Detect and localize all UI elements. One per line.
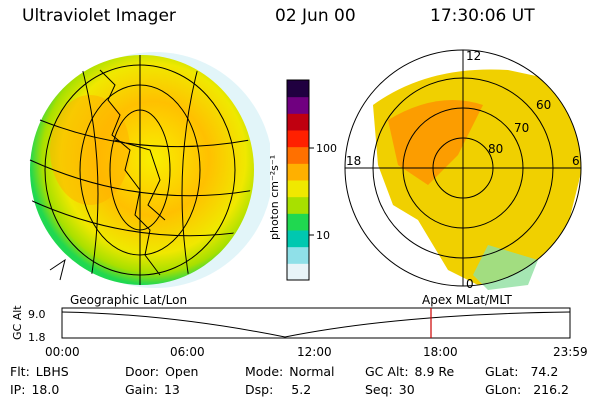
- colorbar-band: [287, 113, 309, 131]
- colorbar-tick-10: 10: [316, 229, 330, 242]
- date-label: 02 Jun 00: [275, 6, 356, 26]
- mlat-label-80: 80: [488, 142, 503, 156]
- apex-coord-label: Apex MLat/MLT: [422, 293, 512, 307]
- y-tick-9: 9.0: [28, 308, 46, 321]
- gain-readout: Gain: 13: [125, 382, 180, 397]
- x-tick-0600: 06:00: [170, 345, 205, 359]
- colorbar-band: [287, 213, 309, 231]
- x-tick-0000: 00:00: [45, 345, 80, 359]
- colorbar-unit-label: photon cm⁻²s⁻¹: [268, 155, 281, 240]
- polar-bright-region: [388, 100, 483, 185]
- instrument-title: Ultraviolet Imager: [22, 6, 176, 26]
- polar-edge-region: [473, 245, 538, 290]
- time-label: 17:30:06 UT: [430, 6, 535, 26]
- mlt-label-12: 12: [466, 49, 481, 63]
- altitude-timeline[interactable]: Geographic Lat/Lon Apex MLat/MLT GC Alt …: [0, 292, 600, 362]
- mlt-label-0: 0: [466, 277, 474, 291]
- colorbar-band: [287, 130, 309, 148]
- instrument-status: Flt: LBHS IP: 18.0 Door: Open Gain: 13 Mode:…: [0, 362, 600, 400]
- x-tick-1800: 18:00: [423, 345, 458, 359]
- seq-readout: Seq: 30: [365, 382, 415, 397]
- colorbar-scale: [287, 80, 309, 281]
- colorbar: 100 10 photon cm⁻²s⁻¹: [262, 75, 342, 285]
- colorbar-band: [287, 230, 309, 248]
- mlat-label-70: 70: [514, 121, 529, 135]
- colorbar-band: [287, 196, 309, 214]
- colorbar-band: [287, 146, 309, 164]
- mlt-label-18: 18: [346, 154, 361, 168]
- altitude-curve: [61, 311, 571, 338]
- mode-readout: Mode: Normal: [245, 364, 335, 379]
- polar-grid: [344, 49, 582, 287]
- colorbar-band: [287, 163, 309, 181]
- geographic-image-panel[interactable]: [20, 40, 273, 290]
- colorbar-band: [287, 180, 309, 198]
- polar-plot: 12 18 6 0 60 70 80: [344, 49, 582, 291]
- filter-readout: Flt: LBHS: [10, 364, 69, 379]
- coastline: [49, 69, 166, 281]
- gc-alt-axis-label: GC Alt: [11, 305, 24, 340]
- gc-alt-readout: GC Alt: 8.9 Re: [365, 364, 455, 379]
- glat-readout: GLat: 74.2: [485, 364, 559, 379]
- geographic-image: [29, 52, 273, 288]
- mlat-label-60: 60: [536, 98, 551, 112]
- dsp-readout: Dsp: 5.2: [245, 382, 312, 397]
- timeline-frame: [61, 307, 571, 339]
- glon-readout: GLon: 216.2: [485, 382, 570, 397]
- colorbar-tick-100: 100: [316, 142, 337, 155]
- polar-mlat-mlt-panel[interactable]: 12 18 6 0 60 70 80: [338, 45, 593, 295]
- x-tick-1200: 12:00: [297, 345, 332, 359]
- colorbar-band: [287, 263, 309, 281]
- door-readout: Door: Open: [125, 364, 199, 379]
- colorbar-band: [287, 246, 309, 264]
- x-tick-2359: 23:59: [553, 345, 588, 359]
- lat-lon-grid: [29, 55, 252, 285]
- ip-readout: IP: 18.0: [10, 382, 60, 397]
- colorbar-band: [287, 80, 309, 98]
- geographic-coord-label: Geographic Lat/Lon: [70, 293, 187, 307]
- y-tick-1-8: 1.8: [28, 331, 46, 344]
- colorbar-band: [287, 96, 309, 114]
- mlt-label-6: 6: [572, 154, 580, 168]
- header: Ultraviolet Imager 02 Jun 00 17:30:06 UT: [0, 6, 600, 30]
